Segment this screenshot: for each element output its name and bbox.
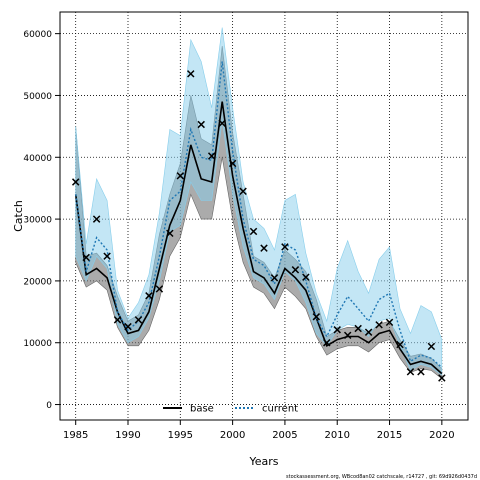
- x-tick-label: 1985: [63, 430, 88, 441]
- observed-point: [207, 152, 216, 160]
- observed-point: [176, 172, 185, 180]
- observed-point: [396, 340, 404, 349]
- observed-point: [103, 252, 111, 260]
- observed-point: [302, 273, 310, 281]
- x-tick-label: 2010: [325, 430, 350, 441]
- observed-point: [427, 342, 436, 351]
- x-axis-label: Years: [248, 455, 278, 468]
- legend-label-base: base: [190, 404, 214, 415]
- y-tick-label: 0: [46, 401, 52, 411]
- x-tick-label: 2020: [429, 430, 454, 441]
- y-tick-label: 20000: [23, 277, 52, 287]
- y-tick-label: 50000: [23, 92, 52, 102]
- observed-point: [239, 187, 247, 196]
- observed-point: [134, 316, 143, 324]
- x-tick-label: 2000: [220, 430, 245, 441]
- y-tick-label: 10000: [23, 339, 52, 349]
- observed-point: [124, 322, 132, 331]
- observed-point: [406, 368, 415, 376]
- y-tick-label: 40000: [23, 154, 52, 164]
- line-current: [75, 61, 443, 369]
- observed-point: [82, 253, 90, 262]
- observed-point: [145, 292, 153, 300]
- x-tick-label: 1990: [115, 430, 140, 441]
- observed-point: [333, 326, 341, 334]
- y-axis-label: Catch: [12, 200, 25, 232]
- observed-point: [218, 119, 226, 128]
- x-tick-label: 2015: [377, 430, 402, 441]
- observed-point: [228, 159, 237, 168]
- observed-point: [312, 313, 321, 321]
- observed-points: [71, 70, 446, 382]
- observed-point: [343, 331, 352, 340]
- legend-label-current: current: [262, 404, 298, 415]
- series-lines: [74, 61, 443, 375]
- observed-point: [281, 243, 289, 251]
- observed-point: [354, 324, 362, 333]
- observed-point: [166, 229, 174, 238]
- footer-note: stockassessment.org, WBcod8an02 catchsca…: [286, 474, 477, 480]
- observed-point: [291, 266, 300, 274]
- x-tick-label: 1995: [168, 430, 193, 441]
- y-tick-label: 30000: [23, 216, 52, 226]
- observed-point: [417, 368, 425, 376]
- line-base: [74, 101, 443, 375]
- y-tick-label: 60000: [23, 30, 52, 40]
- band-current: [75, 27, 443, 376]
- observed-point: [364, 328, 373, 336]
- observed-point: [71, 178, 80, 186]
- observed-point: [438, 374, 446, 382]
- legend: base current: [163, 404, 298, 415]
- observed-point: [187, 70, 195, 78]
- observed-point: [323, 338, 331, 347]
- observed-point: [92, 215, 101, 223]
- observed-point: [260, 244, 268, 252]
- observed-point: [155, 285, 164, 293]
- observed-point: [113, 316, 122, 324]
- observed-point: [385, 318, 394, 327]
- observed-point: [375, 321, 383, 329]
- observed-point: [197, 120, 205, 129]
- observed-point: [270, 274, 279, 282]
- axes: 1985 1990 1995 2000 2005 2010 2015 2020 0 10000 20…: [23, 30, 454, 441]
- observed-point: [249, 227, 258, 236]
- plot-frame: [59, 11, 469, 421]
- x-tick-label: 2005: [272, 430, 297, 441]
